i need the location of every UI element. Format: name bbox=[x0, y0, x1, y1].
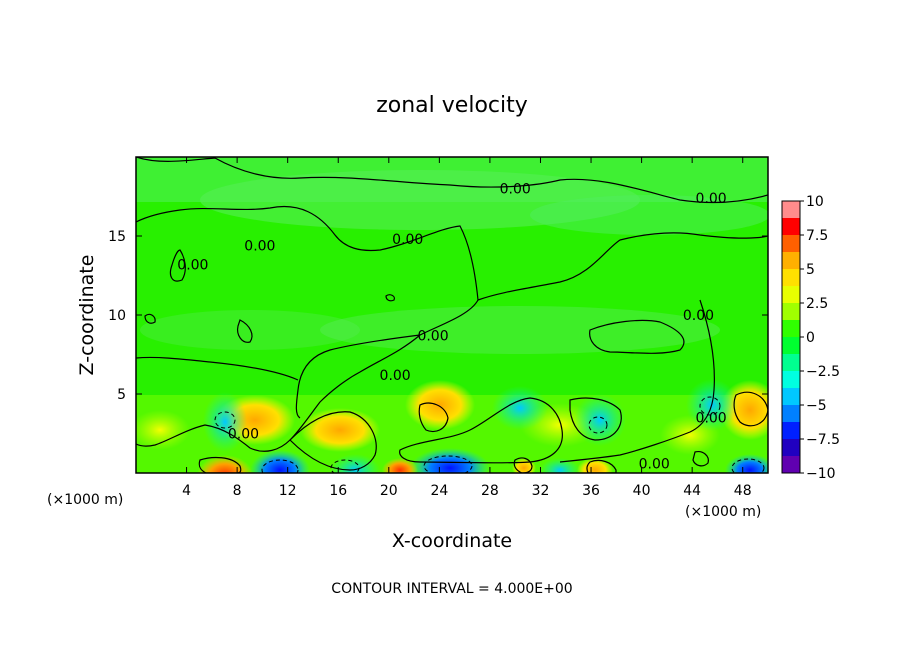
contour-label: 0.00 bbox=[696, 411, 727, 427]
y-tick-label: 5 bbox=[117, 387, 126, 403]
x-tick-label: 40 bbox=[633, 483, 651, 499]
x-tick-label: 20 bbox=[380, 483, 398, 499]
colorbar-swatch bbox=[782, 218, 800, 236]
colorbar: 10 7.5 5 2.5 0 −2.5 −5 −7.5 −10 bbox=[781, 194, 840, 482]
colorbar-swatch bbox=[782, 439, 800, 457]
colorbar-swatch bbox=[782, 252, 800, 270]
x-tick-label: 12 bbox=[279, 483, 297, 499]
colorbar-swatch bbox=[782, 405, 800, 423]
contour-label: 0.00 bbox=[639, 457, 670, 473]
colorbar-swatch bbox=[782, 371, 800, 389]
x-unit-left: (×1000 m) bbox=[47, 492, 123, 508]
contour-label: 0.00 bbox=[228, 427, 259, 443]
colorbar-tick-label: −2.5 bbox=[806, 364, 840, 380]
contour-label: 0.00 bbox=[696, 191, 727, 207]
x-unit-right: (×1000 m) bbox=[685, 504, 761, 520]
colorbar-tick-label: −10 bbox=[806, 466, 836, 482]
x-axis-title: X-coordinate bbox=[392, 530, 512, 552]
x-tick-label: 28 bbox=[481, 483, 499, 499]
y-axis-title: Z-coordinate bbox=[76, 255, 98, 376]
zero-contour-lines bbox=[136, 157, 768, 473]
y-tick-label: 15 bbox=[108, 229, 126, 245]
plot-area: 0.00 0.00 0.00 0.00 0.00 0.00 0.00 0.00 0.00 0.00… bbox=[135, 156, 769, 474]
colorbar-tick-label: 2.5 bbox=[806, 296, 828, 312]
contour-label: 0.00 bbox=[244, 238, 275, 254]
x-axis: 4 8 12 16 20 24 28 32 36 40 44 48 bbox=[182, 157, 752, 499]
negative-contour-lines bbox=[214, 396, 765, 473]
colorbar-tick-label: 7.5 bbox=[806, 228, 828, 244]
contour-label: 0.00 bbox=[683, 308, 714, 324]
colorbar-tick-label: 5 bbox=[806, 262, 815, 278]
contour-label: 0.00 bbox=[500, 182, 531, 198]
x-tick-label: 4 bbox=[182, 483, 191, 499]
colorbar-tick-label: −7.5 bbox=[806, 432, 840, 448]
colorbar-tick-label: −5 bbox=[806, 398, 827, 414]
colorbar-swatch bbox=[782, 269, 800, 287]
x-tick-label: 16 bbox=[329, 483, 347, 499]
y-axis: 5 10 15 bbox=[108, 229, 768, 403]
x-tick-label: 36 bbox=[582, 483, 600, 499]
colorbar-swatch bbox=[782, 337, 800, 355]
colorbar-swatch bbox=[782, 286, 800, 304]
x-tick-label: 8 bbox=[233, 483, 242, 499]
colorbar-tick-label: 0 bbox=[806, 330, 815, 346]
contour-label: 0.00 bbox=[392, 232, 423, 248]
colorbar-swatch bbox=[782, 320, 800, 338]
contour-labels: 0.00 0.00 0.00 0.00 0.00 0.00 0.00 0.00 0.00 0.00… bbox=[177, 182, 726, 473]
x-tick-label: 24 bbox=[430, 483, 448, 499]
x-tick-label: 32 bbox=[532, 483, 550, 499]
y-tick-label: 10 bbox=[108, 308, 126, 324]
x-tick-label: 48 bbox=[734, 483, 752, 499]
colorbar-swatch bbox=[782, 354, 800, 372]
contour-interval-label: CONTOUR INTERVAL = 4.000E+00 bbox=[331, 581, 572, 597]
colorbar-swatch bbox=[782, 388, 800, 406]
colorbar-swatch bbox=[782, 456, 800, 474]
chart-title: zonal velocity bbox=[376, 93, 528, 118]
colorbar-swatch bbox=[782, 303, 800, 321]
contour-label: 0.00 bbox=[380, 368, 411, 384]
colorbar-tick-label: 10 bbox=[806, 194, 824, 210]
contour-label: 0.00 bbox=[417, 329, 448, 345]
colorbar-swatch bbox=[782, 235, 800, 253]
contour-label: 0.00 bbox=[177, 257, 208, 273]
x-tick-label: 44 bbox=[683, 483, 701, 499]
velocity-field bbox=[136, 157, 768, 473]
colorbar-swatch bbox=[782, 201, 800, 219]
colorbar-swatch bbox=[782, 422, 800, 440]
